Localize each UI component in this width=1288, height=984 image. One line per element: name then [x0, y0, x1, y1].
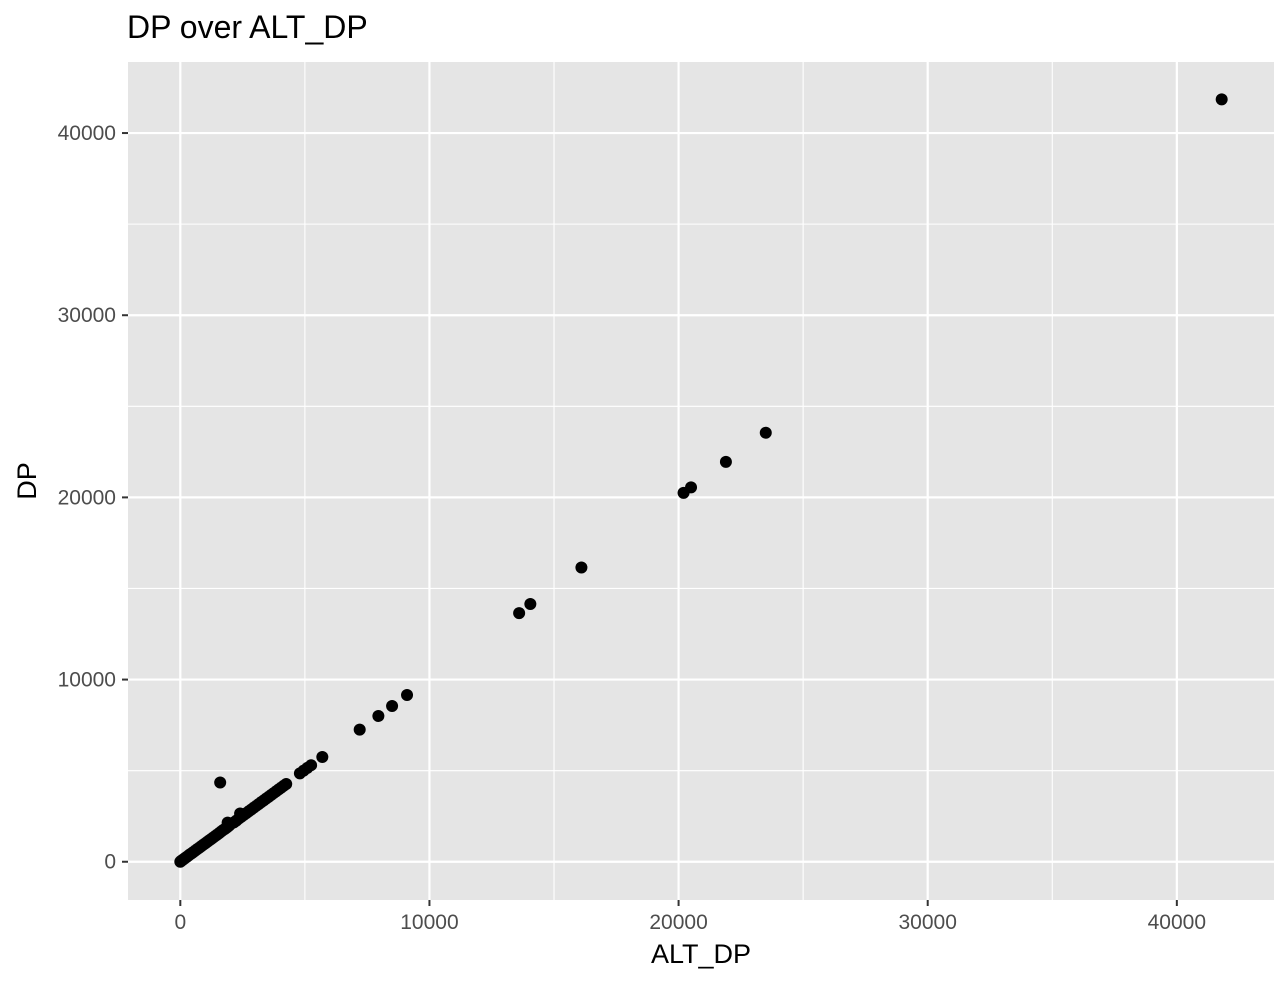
- y-tick-label: 20000: [58, 486, 116, 509]
- data-point: [685, 481, 698, 494]
- data-point: [280, 777, 293, 790]
- data-point: [353, 723, 366, 736]
- data-point: [214, 776, 227, 789]
- y-tick-label: 30000: [58, 304, 116, 327]
- data-point: [316, 750, 329, 763]
- data-point: [524, 597, 537, 610]
- y-tick-label: 10000: [58, 669, 116, 692]
- data-point: [221, 816, 234, 829]
- data-points: [174, 93, 1228, 868]
- x-tick-label: 20000: [649, 911, 707, 934]
- y-tick-label: 0: [104, 851, 116, 874]
- data-point: [719, 455, 732, 468]
- x-tick-label: 10000: [400, 911, 458, 934]
- x-tick-label: 40000: [1148, 911, 1206, 934]
- data-point: [575, 561, 588, 574]
- data-point: [513, 607, 526, 620]
- data-point: [234, 807, 247, 820]
- data-point: [372, 710, 385, 723]
- x-axis-title: ALT_DP: [651, 939, 751, 969]
- data-point: [1215, 93, 1228, 106]
- major-gridlines: [128, 62, 1274, 900]
- minor-gridlines: [128, 62, 1274, 900]
- x-tick-label: 30000: [899, 911, 957, 934]
- data-point: [386, 699, 399, 712]
- y-axis-title: DP: [12, 462, 42, 500]
- data-point: [401, 689, 414, 702]
- chart-title: DP over ALT_DP: [127, 9, 368, 45]
- x-tick-label: 0: [174, 911, 186, 934]
- y-axis-ticks: 0 10000 20000 30000 40000: [58, 122, 128, 874]
- y-tick-label: 40000: [58, 122, 116, 145]
- data-point: [759, 426, 772, 439]
- data-point: [305, 759, 318, 772]
- x-axis-ticks: 0 10000 20000 30000 40000: [174, 900, 1206, 934]
